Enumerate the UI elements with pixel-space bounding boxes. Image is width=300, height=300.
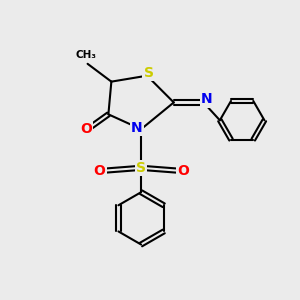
Text: CH₃: CH₃	[76, 50, 97, 60]
Text: S: S	[143, 66, 154, 80]
Text: O: O	[80, 122, 92, 136]
Text: N: N	[131, 121, 142, 135]
Text: S: S	[136, 161, 146, 175]
Text: O: O	[94, 164, 105, 178]
Text: N: N	[201, 92, 212, 106]
Text: O: O	[177, 164, 189, 178]
